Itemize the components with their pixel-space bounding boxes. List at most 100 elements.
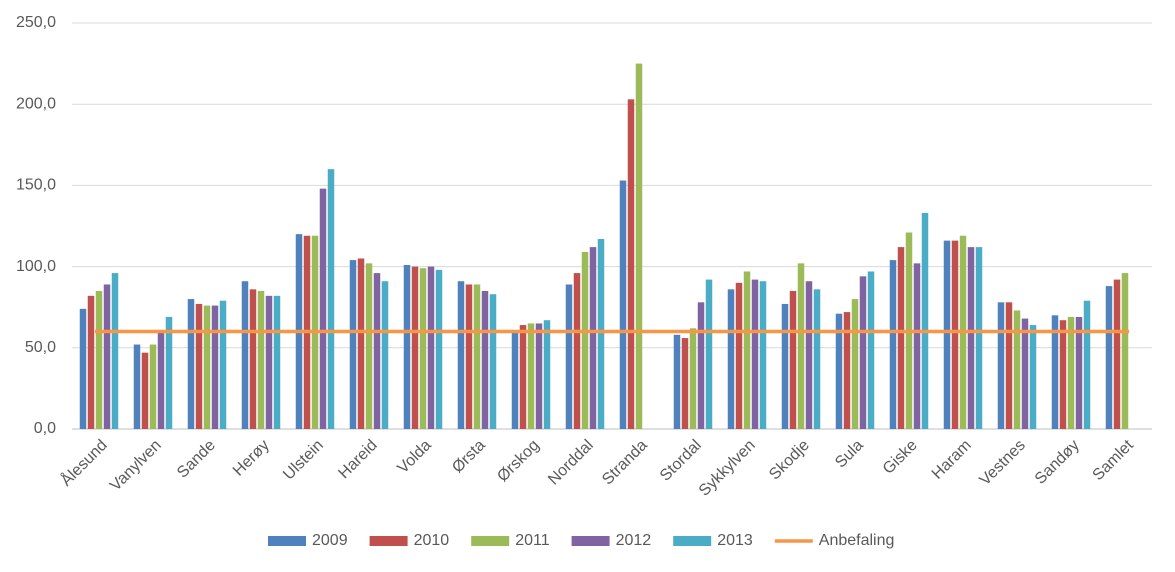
bar	[527, 323, 535, 429]
y-tick-label: 250,0	[16, 14, 56, 31]
bar	[1113, 279, 1121, 429]
bar	[265, 295, 273, 429]
bar	[1013, 310, 1021, 429]
bar	[95, 290, 103, 429]
bar	[211, 305, 219, 429]
bar	[373, 273, 381, 429]
bar	[165, 316, 173, 429]
bar	[589, 247, 597, 429]
x-tick-label: Sula	[832, 437, 867, 472]
bar	[673, 334, 681, 429]
bar	[249, 289, 257, 429]
legend-swatch	[673, 536, 712, 546]
legend-label: 2009	[312, 532, 348, 549]
bar	[743, 271, 751, 429]
x-tick-label: Norddal	[545, 437, 597, 489]
bar	[411, 266, 419, 429]
legend-label: 2013	[717, 532, 753, 549]
bar	[859, 276, 867, 429]
bar	[681, 338, 689, 429]
x-tick-label: Herøy	[230, 437, 273, 480]
bar	[889, 260, 897, 429]
bar	[851, 299, 859, 429]
legend-swatch	[571, 536, 610, 546]
y-tick-label: 100,0	[16, 258, 56, 275]
x-tick-label: Sande	[174, 437, 219, 482]
x-tick-label: Giske	[880, 437, 921, 478]
bar	[805, 281, 813, 429]
bar	[843, 312, 851, 429]
legend-label: 2011	[515, 532, 550, 549]
bar	[573, 273, 581, 429]
x-tick-label: Ulstein	[280, 437, 327, 484]
y-tick-label: 0,0	[34, 420, 56, 437]
bar	[1067, 316, 1075, 429]
bar	[1029, 325, 1037, 429]
bar	[565, 284, 573, 429]
x-tick-label: Vanylven	[107, 437, 165, 495]
bar	[1021, 318, 1029, 429]
bar	[897, 247, 905, 429]
bar	[473, 284, 481, 429]
bar	[835, 313, 843, 429]
bar	[519, 325, 527, 429]
x-tick-label: Samlet	[1090, 436, 1138, 484]
x-tick-label: Vestnes	[977, 437, 1029, 489]
bar	[1059, 320, 1067, 429]
bar	[403, 264, 411, 429]
bar	[133, 344, 141, 429]
bar	[867, 271, 875, 429]
bar	[465, 284, 473, 429]
x-tick-label: Ørsta	[449, 437, 489, 477]
bar	[975, 247, 983, 429]
bar	[195, 303, 203, 429]
y-tick-label: 200,0	[16, 95, 56, 112]
x-tick-label: Sandøy	[1032, 437, 1083, 488]
bar	[419, 268, 427, 429]
legend-swatch	[369, 536, 408, 546]
bar	[157, 331, 165, 429]
bar	[943, 240, 951, 429]
x-tick-label: Skodje	[766, 437, 813, 484]
bar	[751, 279, 759, 429]
bar	[349, 260, 357, 429]
x-tick-label: Stranda	[599, 437, 651, 489]
bar	[581, 251, 589, 429]
bar	[535, 323, 543, 429]
bar	[187, 299, 195, 429]
bar	[457, 281, 465, 429]
bar	[759, 281, 767, 429]
bar	[241, 281, 249, 429]
x-tick-label: Haram	[929, 437, 975, 483]
x-tick-label: Sykkylven	[696, 437, 759, 500]
bar	[149, 344, 157, 429]
bar	[435, 269, 443, 429]
bar	[689, 328, 697, 429]
bar	[967, 247, 975, 429]
bar	[627, 99, 635, 429]
bar	[789, 290, 797, 429]
bar	[357, 258, 365, 429]
legend-label: 2010	[414, 532, 450, 549]
legend-label: 2012	[616, 532, 652, 549]
bar	[79, 308, 87, 429]
x-tick-label: Ålesund	[56, 435, 110, 489]
bar	[1005, 302, 1013, 429]
bar	[1051, 315, 1059, 429]
bar	[597, 238, 605, 429]
bar	[319, 188, 327, 429]
bar	[511, 331, 519, 429]
x-tick-label: Stordal	[657, 437, 705, 485]
bar	[87, 295, 95, 429]
bar	[543, 320, 551, 429]
bar	[481, 290, 489, 429]
bar	[103, 284, 111, 429]
bar	[1105, 286, 1113, 429]
y-tick-label: 150,0	[16, 177, 56, 194]
bar	[619, 180, 627, 429]
bar	[257, 290, 265, 429]
bar	[489, 294, 497, 429]
bar	[381, 281, 389, 429]
bar	[921, 213, 929, 429]
